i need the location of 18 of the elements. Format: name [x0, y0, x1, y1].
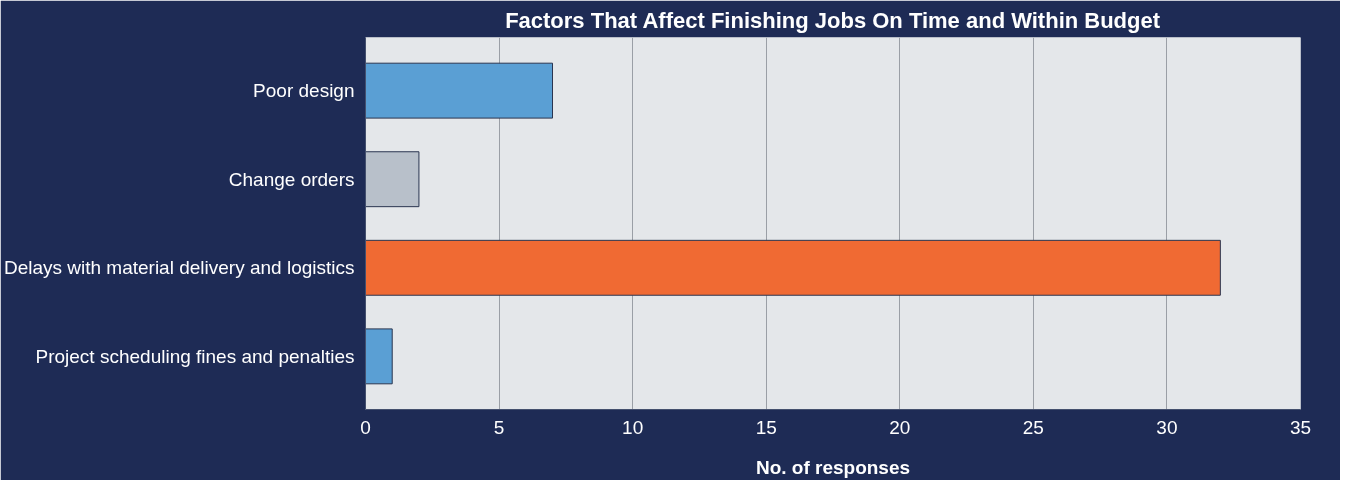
y-tick-label: Change orders [228, 168, 355, 190]
bar [365, 239, 1221, 296]
bar [365, 62, 553, 119]
x-tick-label: 0 [360, 416, 371, 438]
y-tick-label: Poor design [253, 80, 355, 102]
bar [365, 328, 393, 385]
bar [365, 151, 420, 208]
y-tick-label: Delays with material delivery and logistics [3, 257, 355, 279]
y-tick-label: Project scheduling fines and penalties [35, 345, 355, 367]
x-tick-label: 35 [1289, 416, 1312, 438]
x-tick-label: 15 [755, 416, 777, 438]
x-tick-label: 30 [1156, 416, 1178, 438]
x-tick-label: 25 [1022, 416, 1044, 438]
x-axis-title: No. of responses [755, 456, 911, 478]
chart-title: Factors That Affect Finishing Jobs On Time and Within Budget [505, 7, 1161, 33]
x-tick-label: 5 [493, 416, 505, 438]
x-tick-label: 20 [889, 416, 911, 438]
x-tick-label: 10 [622, 416, 644, 438]
